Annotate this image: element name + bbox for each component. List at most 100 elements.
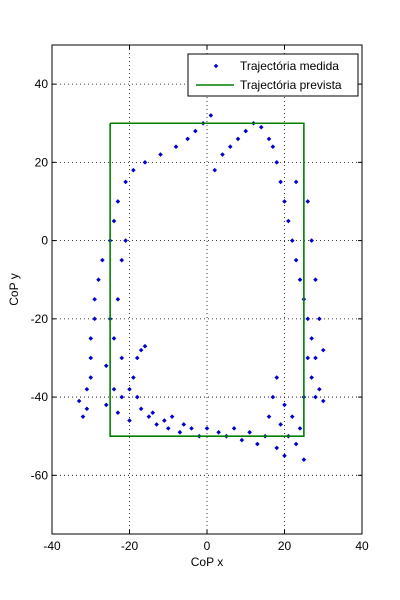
data-point — [111, 386, 117, 392]
data-point — [150, 410, 156, 416]
y-tick-label: 20 — [35, 155, 49, 169]
planned-trajectory-line — [109, 122, 305, 438]
data-point — [181, 422, 187, 427]
data-point — [255, 441, 260, 447]
data-point — [274, 160, 280, 165]
data-point — [119, 355, 125, 361]
data-point — [134, 355, 140, 361]
data-point — [309, 375, 314, 380]
y-tick-label: -40 — [31, 390, 49, 404]
data-point — [138, 347, 144, 353]
data-point — [274, 375, 280, 380]
data-point — [247, 429, 252, 435]
data-point — [313, 355, 318, 361]
data-point — [158, 152, 163, 157]
data-point — [231, 426, 237, 431]
data-point — [111, 218, 117, 224]
y-tick-label: -60 — [31, 468, 49, 482]
data-point — [289, 414, 295, 419]
data-point — [193, 128, 198, 134]
data-point — [270, 394, 276, 400]
data-point — [266, 136, 272, 142]
y-tick-label: 40 — [35, 77, 49, 91]
data-point — [297, 277, 303, 283]
data-point — [313, 277, 318, 283]
data-point — [134, 394, 140, 400]
data-point — [278, 422, 283, 427]
data-point — [88, 355, 94, 361]
legend-marker-measured — [213, 63, 219, 69]
data-point — [305, 199, 311, 204]
data-point — [115, 199, 121, 204]
data-point — [278, 179, 283, 185]
data-point — [131, 167, 136, 173]
data-point — [131, 375, 136, 380]
data-point — [84, 406, 90, 412]
legend-box — [187, 53, 359, 97]
data-point — [100, 257, 105, 263]
data-point — [185, 136, 190, 142]
data-point — [111, 336, 117, 341]
data-point — [305, 355, 311, 361]
data-point — [313, 394, 318, 400]
data-point — [289, 238, 295, 243]
data-point — [320, 347, 326, 353]
data-point — [146, 414, 152, 419]
y-axis-label: CoP y — [7, 273, 21, 305]
data-point — [173, 144, 179, 150]
data-point — [320, 398, 326, 404]
y-tick-label: 0 — [41, 234, 48, 248]
data-point — [76, 398, 82, 404]
data-point — [138, 406, 144, 412]
data-point — [282, 199, 287, 204]
data-point — [169, 414, 175, 419]
series-planned — [109, 122, 305, 438]
data-point — [115, 410, 121, 416]
data-point — [227, 144, 233, 150]
data-point — [274, 445, 280, 451]
data-point — [220, 152, 225, 157]
data-point — [92, 296, 97, 302]
x-tick-label: 40 — [355, 539, 369, 553]
data-point — [293, 257, 299, 263]
data-point — [239, 437, 245, 443]
data-point — [177, 429, 183, 435]
data-point — [235, 136, 241, 142]
data-point — [123, 179, 128, 185]
data-point — [317, 316, 322, 322]
data-point — [154, 422, 159, 427]
legend-label-measured: Trajectória medida — [240, 59, 339, 73]
data-point — [293, 179, 299, 185]
data-point — [127, 418, 132, 423]
data-point — [165, 426, 171, 431]
data-point — [127, 386, 132, 392]
data-point — [92, 316, 97, 322]
data-point — [84, 386, 90, 392]
data-point — [162, 418, 167, 423]
data-point — [305, 316, 311, 322]
data-point — [119, 257, 125, 263]
data-point — [103, 402, 109, 408]
data-point — [286, 218, 291, 224]
data-point — [212, 167, 218, 173]
data-point — [266, 414, 272, 419]
y-tick-label: -20 — [31, 312, 49, 326]
data-point — [301, 457, 307, 462]
data-point — [293, 441, 299, 447]
data-point — [208, 113, 214, 118]
data-point — [88, 336, 94, 341]
legend-label-planned: Trajectória prevista — [240, 78, 342, 92]
data-point — [88, 375, 94, 380]
x-tick-label: -20 — [121, 539, 139, 553]
data-point — [309, 336, 314, 341]
data-point — [204, 426, 210, 431]
x-tick-label: 20 — [278, 539, 292, 553]
data-point — [270, 144, 276, 150]
data-point — [189, 426, 194, 431]
data-point — [282, 402, 287, 408]
data-point — [115, 296, 121, 302]
data-point — [123, 238, 128, 243]
ticks: -40 -20 0 20 40 -60 -40 -20 0 20 40 — [31, 45, 369, 553]
data-point — [96, 277, 101, 283]
data-point — [297, 426, 303, 431]
